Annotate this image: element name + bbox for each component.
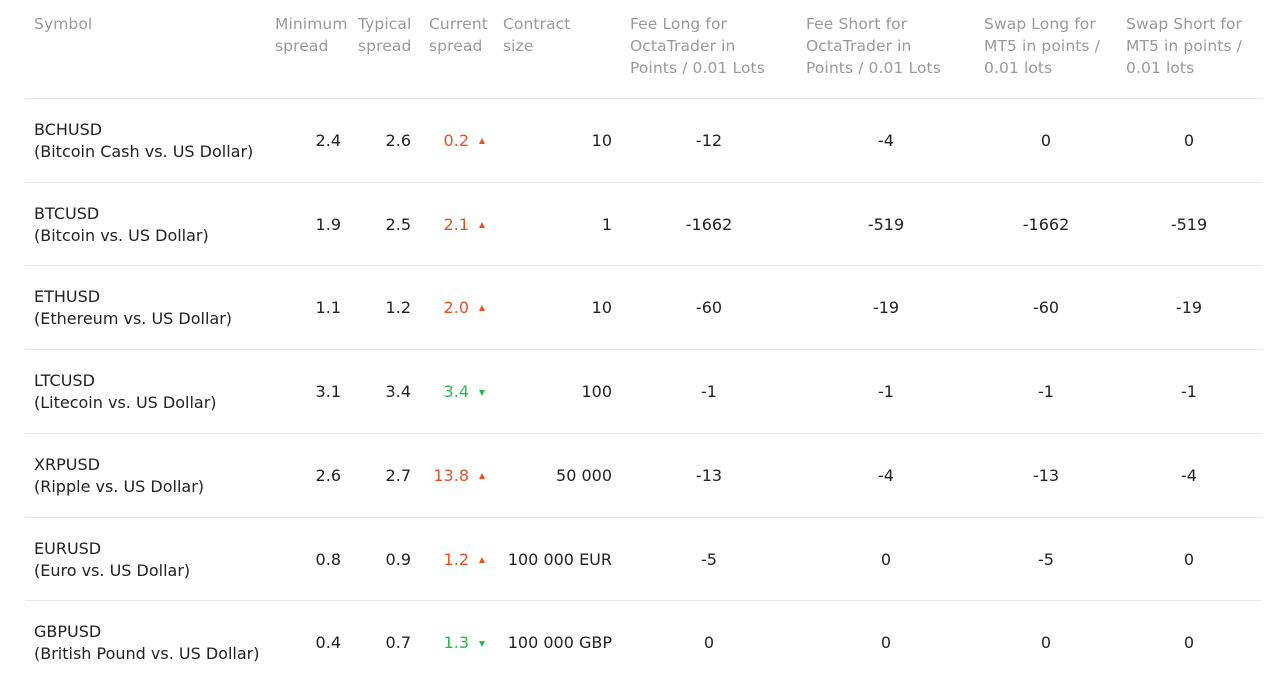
trend-arrow [479,305,485,312]
trend-arrow [479,390,485,397]
symbol: ETHUSD [34,287,101,307]
symbol: BCHUSD [34,120,103,139]
min-spread: 0.4 [315,633,341,653]
typical-spread: 3.4 [385,382,411,402]
min-spread: 2.4 [315,131,341,150]
typical-spread: 2.7 [385,465,411,485]
fee-short: -4 [878,131,894,150]
current-spread: 1.2 [443,549,469,569]
min-spread: 2.6 [315,465,341,485]
trend-arrow [479,221,485,228]
contract-size: 50 000 [556,465,612,485]
column-header: Contract size [503,15,571,55]
symbol: GBPUSD [34,622,102,642]
fee-long: -5 [701,549,717,569]
min-spread: 0.8 [315,549,341,569]
table-row: GBPUSD (British Pound vs. US Dollar) 0.4 0.… [25,600,1262,678]
current-spread: 3.4 [443,382,469,402]
contract-size: 100 [581,382,612,402]
swap-short: -19 [1175,298,1203,318]
symbol-description: (Bitcoin vs. US Dollar) [34,225,209,245]
column-header: Swap Long for MT5 in points / 0.01 lots [984,15,1100,77]
swap-short: -519 [1170,214,1208,234]
swap-long: 0 [1040,131,1052,150]
typical-spread: 2.5 [385,214,411,234]
symbol-description: (Litecoin vs. US Dollar) [34,393,217,413]
swap-short: 0 [1183,633,1195,653]
typical-spread: 0.7 [385,633,411,653]
min-spread: 1.1 [315,298,341,318]
table-row: BCHUSD (Bitcoin Cash vs. US Dollar) 2.4 2.6… [25,98,1262,183]
table-row: ETHUSD (Ethereum vs. US Dollar) 1.1 1.2 2.0 1… [25,265,1262,350]
symbol: EURUSD [34,538,102,558]
current-spread: 2.1 [443,214,469,234]
swap-long: -5 [1038,549,1054,569]
symbol: BTCUSD [34,203,100,223]
contract-size: 10 [591,131,612,150]
typical-spread: 2.6 [385,131,411,150]
swap-long: -60 [1032,298,1060,318]
current-spread: 13.8 [433,465,469,485]
swap-short: 0 [1183,131,1195,150]
contract-size: 100 000 EUR [507,549,612,569]
column-header: Fee Long for OctaTrader in Points / 0.01… [630,15,765,77]
fee-long: -60 [695,298,723,318]
fee-short: -519 [867,214,905,234]
symbol-description: (Ethereum vs. US Dollar) [34,309,233,329]
trend-arrow [479,472,485,479]
swap-short: 0 [1183,549,1195,569]
fee-short: -4 [878,465,894,485]
fee-short: -19 [872,298,900,318]
trend-arrow [479,556,485,563]
column-header: Symbol [34,15,93,33]
table-row: LTCUSD (Litecoin vs. US Dollar) 3.1 3.4 3.4 1… [25,349,1262,434]
typical-spread: 0.9 [385,549,411,569]
current-spread: 2.0 [443,298,469,318]
column-header: Swap Short for MT5 in points / 0.01 lots [1126,15,1243,77]
symbol: XRPUSD [34,454,100,474]
swap-short: -1 [1181,382,1197,402]
current-spread: 0.2 [443,131,469,150]
symbol-description: (British Pound vs. US Dollar) [34,644,260,664]
table-row: EURUSD (Euro vs. US Dollar) 0.8 0.9 1.2 100 0… [25,516,1262,602]
column-header: Typical spread [358,15,412,55]
fee-short: 0 [880,633,892,653]
current-spread: 1.3 [443,633,469,653]
fee-short: -1 [878,382,894,402]
fee-long: -13 [695,465,723,485]
swap-long: -1 [1038,382,1054,402]
trend-arrow [479,138,485,144]
column-header: Current spread [429,15,488,55]
fee-short: 0 [880,549,892,569]
contract-size: 1 [601,214,612,234]
table-row: XRPUSD (Ripple vs. US Dollar) 2.6 2.7 13.8 50… [25,432,1262,518]
trend-arrow [479,641,485,648]
fee-long: 0 [703,633,715,653]
column-header: Minimum spread [275,15,348,55]
min-spread: 3.1 [315,382,341,402]
symbol-description: (Euro vs. US Dollar) [34,560,191,580]
symbol-description: (Ripple vs. US Dollar) [34,476,205,496]
swap-long: -1662 [1022,214,1070,234]
column-header: Fee Short for OctaTrader in Points / 0.0… [806,15,941,77]
symbol-description: (Bitcoin Cash vs. US Dollar) [34,142,254,161]
typical-spread: 1.2 [385,298,411,318]
min-spread: 1.9 [315,214,341,234]
swap-short: -4 [1181,465,1197,485]
symbol: LTCUSD [34,371,95,391]
table-row: BTCUSD (Bitcoin vs. US Dollar) 1.9 2.5 2.1 1 -… [25,181,1262,267]
fee-long: -12 [695,131,723,150]
fee-long: -1662 [685,214,733,234]
fee-long: -1 [701,382,717,402]
contract-size: 100 000 GBP [507,633,612,653]
swap-long: -13 [1032,465,1060,485]
contract-size: 10 [591,298,612,318]
swap-long: 0 [1040,633,1052,653]
